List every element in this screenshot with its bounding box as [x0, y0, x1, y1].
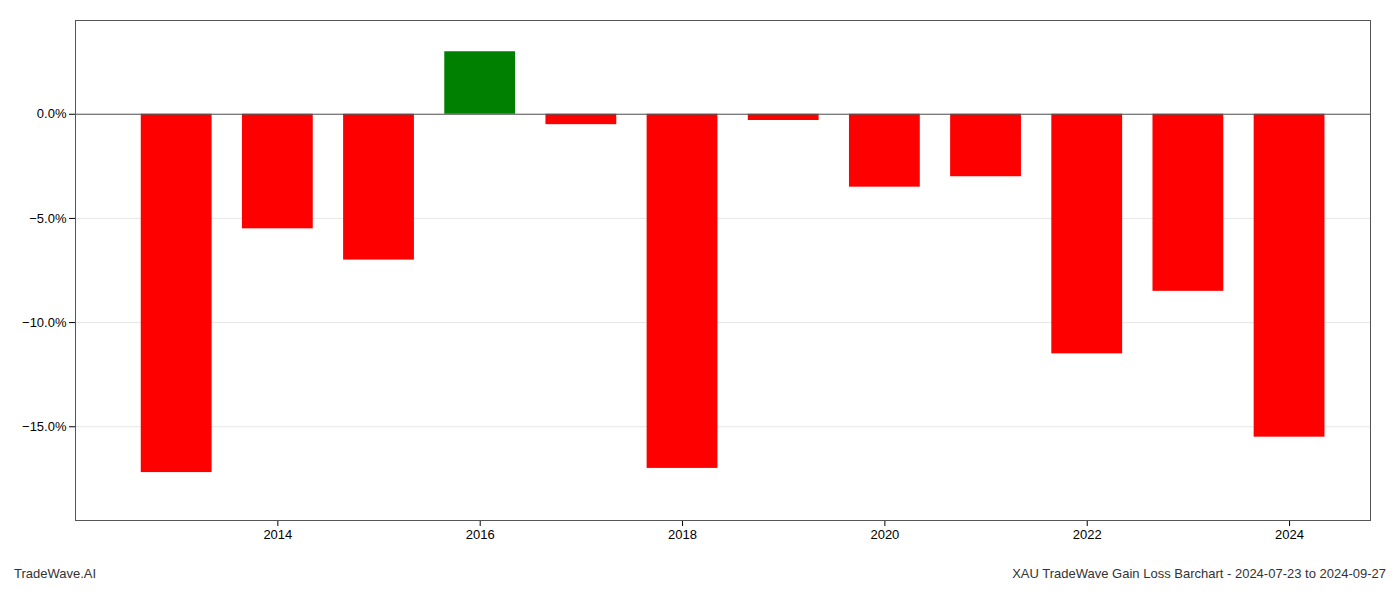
svg-text:2014: 2014 [263, 527, 292, 542]
svg-text:0.0%: 0.0% [37, 106, 67, 121]
svg-text:2016: 2016 [466, 527, 495, 542]
html-text:TradeWave.AI: TradeWave.AI [14, 566, 97, 581]
svg-text:2022: 2022 [1073, 527, 1102, 542]
svg-text:2020: 2020 [870, 527, 899, 542]
html-text:XAU TradeWave Gain Loss Barcha: XAU TradeWave Gain Loss Barchart - 2024-… [1012, 566, 1386, 581]
svg-text:−15.0%: −15.0% [22, 419, 67, 434]
svg-text:−5.0%: −5.0% [29, 211, 67, 226]
svg-text:2024: 2024 [1275, 527, 1304, 542]
svg-text:−10.0%: −10.0% [22, 315, 67, 330]
svg-text:2018: 2018 [668, 527, 697, 542]
